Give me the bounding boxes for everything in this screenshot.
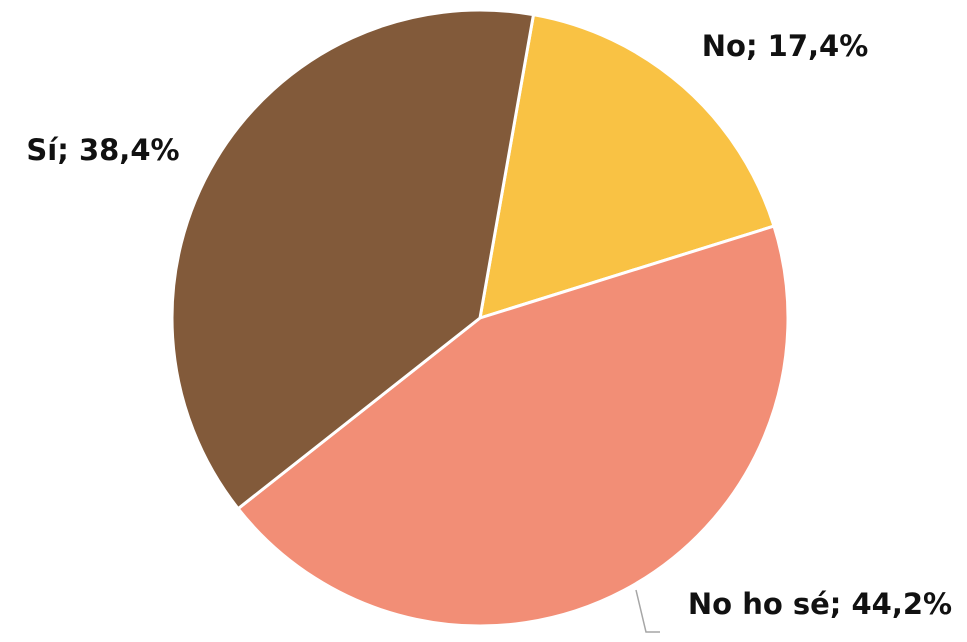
- leader-lines: [635, 589, 660, 633]
- slice-no: [478, 13, 776, 320]
- pie-slices: [170, 8, 790, 628]
- data-label-no-ho-se: No ho sé; 44,2%: [688, 587, 952, 621]
- slice-si: [170, 8, 535, 511]
- data-label-si: Sí; 38,4%: [26, 133, 179, 167]
- data-label-no: No; 17,4%: [702, 29, 869, 63]
- data-labels: No; 17,4% No ho sé; 44,2% Sí; 38,4%: [26, 29, 952, 621]
- slice-no-ho-se: [236, 224, 790, 628]
- leader-line-no-ho-se: [635, 589, 660, 633]
